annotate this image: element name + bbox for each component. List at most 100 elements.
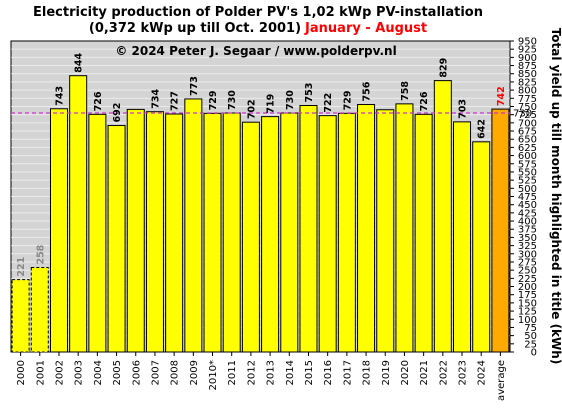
bar <box>318 115 337 353</box>
value-label: 844 <box>74 52 85 72</box>
value-label: 726 <box>93 91 104 111</box>
x-tick-label: 2001 <box>35 360 46 385</box>
x-tick-label: 2019 <box>381 360 392 385</box>
x-tick-label: 2010* <box>208 360 219 390</box>
value-label: 730 <box>227 90 238 110</box>
value-label: 642 <box>477 119 488 139</box>
y-tick-label: 525 <box>518 176 537 187</box>
y-tick-label: 700 <box>518 118 537 129</box>
y-tick-label: 825 <box>518 77 537 88</box>
x-tick-label: 2009 <box>189 360 200 385</box>
value-label: 730 <box>285 90 296 110</box>
bar <box>241 121 260 353</box>
value-labels: 221 258 743 844 726 692 734 727 773 729 730 702 719 7… <box>16 52 507 276</box>
bar <box>184 98 203 353</box>
y-tick-label: 950 <box>518 37 537 48</box>
value-label: 703 <box>458 99 469 119</box>
y-tick-label: 450 <box>518 200 537 211</box>
y-tick-label: 550 <box>518 167 537 178</box>
bar <box>69 75 88 353</box>
bar <box>280 112 299 353</box>
bars <box>11 75 510 353</box>
y-tick-label: 50 <box>524 331 537 342</box>
y-tick-label: 350 <box>518 233 537 244</box>
y-tick-label: 225 <box>518 274 537 285</box>
x-tick-label: 2021 <box>419 360 430 385</box>
value-label: 258 <box>35 244 46 264</box>
x-tick-label: 2022 <box>438 360 449 385</box>
bar <box>453 121 472 353</box>
bar <box>30 267 49 353</box>
bar <box>145 111 164 353</box>
value-label: 692 <box>112 103 123 123</box>
chart-title-main: (0,372 kWp up till Oct. 2001) <box>89 21 301 36</box>
value-label: 726 <box>419 91 430 111</box>
x-tick-label: 2020 <box>400 360 411 385</box>
y-tick-label: 275 <box>518 257 537 268</box>
bar <box>107 124 126 353</box>
x-tick-label: 2023 <box>458 360 469 385</box>
bar <box>299 104 318 353</box>
average-reference-line: 730 <box>11 109 532 120</box>
value-label: 722 <box>323 93 334 113</box>
y-tick-label: 475 <box>518 192 537 203</box>
chart-title-line2: (0,372 kWp up till Oct. 2001) January - A… <box>89 21 427 36</box>
bar <box>357 104 376 353</box>
y-tick-label: 850 <box>518 69 537 80</box>
bar <box>49 108 68 353</box>
y-tick-label: 775 <box>518 94 537 105</box>
value-label: 829 <box>438 58 449 78</box>
bar <box>414 113 433 353</box>
reference-line-label: 730 <box>513 109 532 120</box>
y-tick-label: 0 <box>531 348 537 359</box>
y-tick-label: 25 <box>524 339 537 350</box>
bar-average <box>491 108 510 353</box>
value-label: 719 <box>266 94 277 114</box>
value-label: 221 <box>16 257 27 277</box>
bar <box>11 279 30 353</box>
x-tick-label: average <box>496 360 507 401</box>
bar <box>88 113 107 353</box>
value-label: 729 <box>342 91 353 111</box>
y-tick-label: 500 <box>518 184 537 195</box>
y-tick-label: 675 <box>518 127 537 138</box>
x-tick-label: 2003 <box>74 360 85 385</box>
y-tick-label: 175 <box>518 290 537 301</box>
x-tick-label: 2005 <box>112 360 123 385</box>
value-label: 756 <box>362 81 373 101</box>
x-tick-label: 2013 <box>266 360 277 385</box>
y-tick-label: 925 <box>518 45 537 56</box>
chart-title-line1: Electricity production of Polder PV's 1,… <box>33 5 483 20</box>
copyright-text: © 2024 Peter J. Segaar / www.polderpv.nl <box>115 44 396 58</box>
x-tick-label: 2018 <box>362 360 373 385</box>
x-axis-ticks: 2000 2001 2002 2003 2004 2005 2006 2007 2008 2009… <box>16 352 507 401</box>
y-tick-label: 900 <box>518 53 537 64</box>
x-tick-label: 2024 <box>477 360 488 385</box>
value-label: 758 <box>400 81 411 101</box>
bar <box>472 141 491 353</box>
x-tick-label: 2015 <box>304 360 315 385</box>
value-label: 753 <box>304 83 315 103</box>
y-tick-label: 75 <box>524 323 537 334</box>
y-tick-label: 125 <box>518 307 537 318</box>
y-tick-label: 375 <box>518 225 537 236</box>
y-tick-label: 650 <box>518 135 537 146</box>
y-tick-label: 325 <box>518 241 537 252</box>
y-tick-label: 425 <box>518 208 537 219</box>
y-axis-label: Total yield up till month highlighted in… <box>549 28 562 365</box>
y-tick-label: 400 <box>518 217 537 228</box>
y-tick-label: 200 <box>518 282 537 293</box>
chart-title-period: January - August <box>304 21 427 36</box>
value-label: 743 <box>54 86 65 106</box>
value-label: 742 <box>496 86 507 106</box>
bar <box>126 108 145 353</box>
bar <box>433 80 452 353</box>
bar <box>395 103 414 353</box>
y-tick-label: 875 <box>518 61 537 72</box>
x-tick-label: 2007 <box>150 360 161 385</box>
y-tick-label: 100 <box>518 315 537 326</box>
y-tick-label: 750 <box>518 102 537 113</box>
x-tick-label: 2006 <box>131 360 142 385</box>
y-tick-label: 800 <box>518 86 537 97</box>
y-tick-label: 150 <box>518 298 537 309</box>
